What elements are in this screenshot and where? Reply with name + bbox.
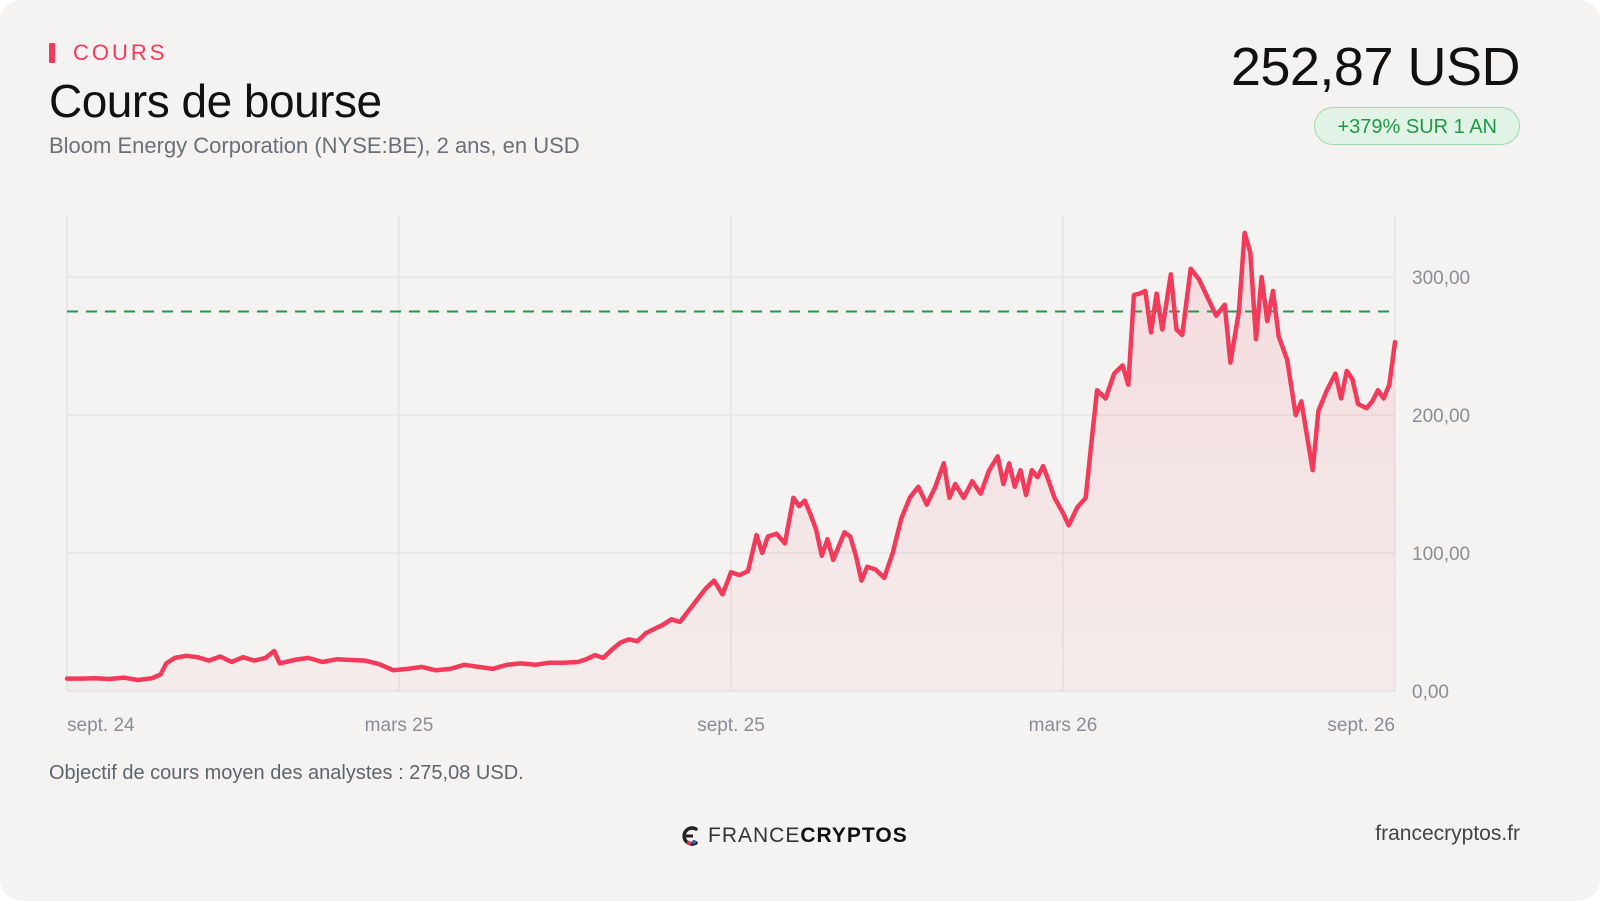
kicker-label: COURS — [73, 40, 168, 65]
y-tick-label: 100,00 — [1412, 544, 1470, 565]
y-tick-label: 0,00 — [1412, 682, 1449, 703]
current-price: 252,87 USD — [1230, 37, 1521, 97]
x-axis-labels: sept. 24 mars 25 sept. 25 mars 26 sept. 26 — [67, 715, 1395, 736]
x-tick-label: mars 25 — [365, 715, 434, 736]
y-tick-label: 200,00 — [1412, 406, 1470, 427]
kicker-accent-bar — [49, 43, 55, 63]
y-axis-labels: 0,00 100,00 200,00 300,00 — [1412, 268, 1470, 703]
brand-logo-icon — [682, 826, 698, 846]
price-area-fill — [67, 232, 1395, 691]
analyst-target-note: Objectif de cours moyen des analystes : … — [49, 762, 524, 784]
y-tick-label: 300,00 — [1412, 268, 1470, 289]
price-line — [64, 230, 1398, 683]
x-tick-label: sept. 26 — [1327, 715, 1395, 736]
x-tick-label: sept. 25 — [697, 715, 765, 736]
brand-name-bold: CRYPTOS — [800, 824, 908, 847]
footer-brand: FRANCE CRYPTOS — [680, 824, 908, 848]
x-tick-label: mars 26 — [1029, 715, 1098, 736]
site-link[interactable]: francecryptos.fr — [1375, 822, 1520, 845]
page-title: Cours de bourse — [49, 75, 382, 127]
change-badge: +379% SUR 1 AN — [1314, 107, 1520, 145]
brand-name-light: FRANCE — [708, 824, 801, 847]
section-kicker: COURS — [49, 40, 167, 66]
page-subtitle: Bloom Energy Corporation (NYSE:BE), 2 an… — [49, 133, 580, 158]
x-tick-label: sept. 24 — [67, 715, 135, 736]
